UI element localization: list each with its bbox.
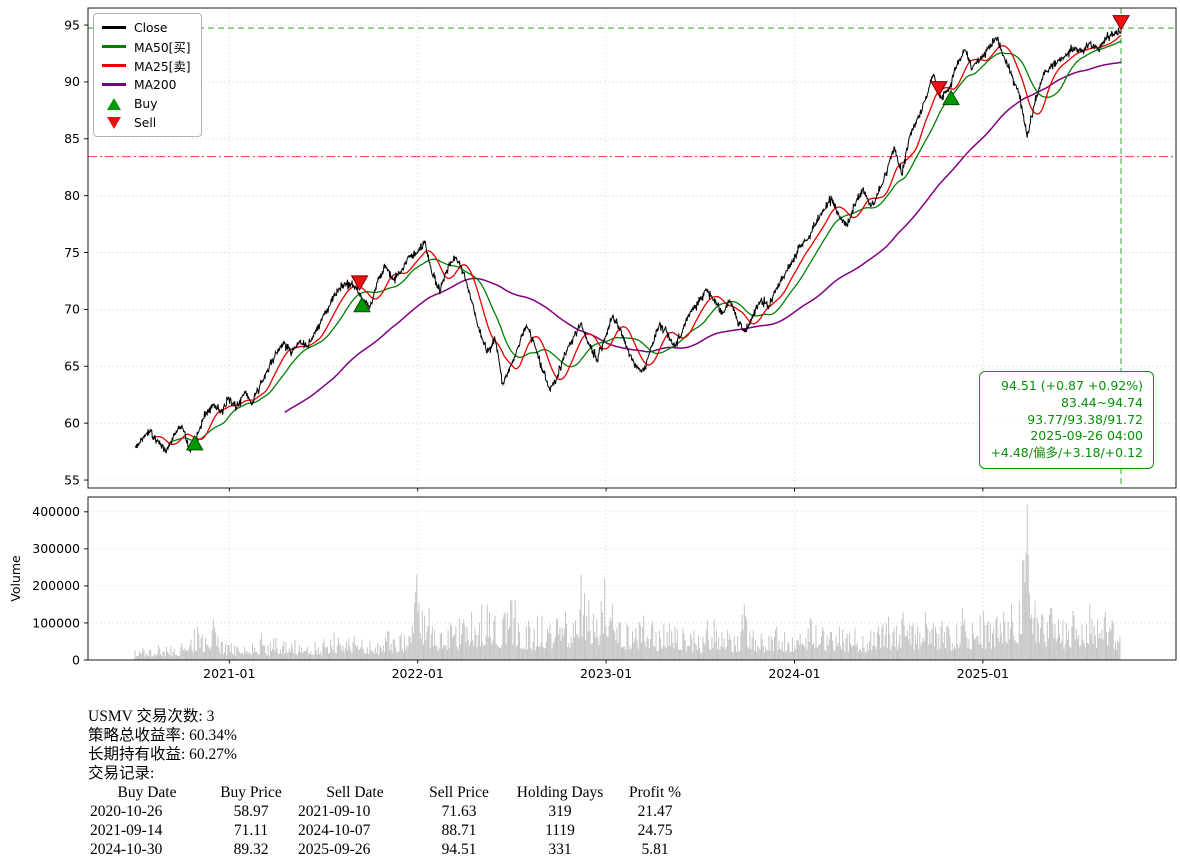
ma25-line-swatch bbox=[102, 64, 126, 67]
legend-label: MA25[卖] bbox=[134, 59, 191, 74]
trade-row: 2024-10-30 89.32 2025-09-26 94.51 331 5.… bbox=[88, 840, 694, 859]
cell-buy-date: 2020-10-26 bbox=[90, 803, 163, 820]
buy-triangle-icon bbox=[107, 97, 121, 110]
legend-item-ma25: MA25[卖] bbox=[102, 58, 191, 74]
cell-sell-price: 88.71 bbox=[441, 822, 477, 839]
close-line-swatch bbox=[102, 26, 126, 29]
annotation-ma-values: 93.77/93.38/91.72 bbox=[1027, 411, 1143, 427]
legend-item-ma50: MA50[买] bbox=[102, 39, 191, 55]
cell-sell-date: 2021-09-10 bbox=[298, 803, 371, 820]
trade-row: 2020-10-26 58.97 2021-09-10 71.63 319 21… bbox=[88, 802, 694, 821]
svg-text:90: 90 bbox=[64, 74, 80, 89]
legend-label: Buy bbox=[134, 96, 158, 111]
cell-buy-date: 2024-10-30 bbox=[90, 841, 163, 858]
trade-table-header: Buy Date Buy Price Sell Date Sell Price … bbox=[88, 783, 694, 802]
annotation-range: 83.44~94.74 bbox=[1060, 394, 1143, 410]
legend-label: MA200 bbox=[134, 77, 177, 92]
annotation-last-price: 94.51 (+0.87 +0.92%) bbox=[1001, 378, 1143, 393]
cell-sell-date: 2024-10-07 bbox=[298, 822, 371, 839]
annotation-datetime: 2025-09-26 04:00 bbox=[1030, 428, 1143, 444]
legend-item-buy: Buy bbox=[102, 96, 191, 111]
summary-line-hold-return: 长期持有收益: 60.27% bbox=[88, 746, 237, 763]
svg-text:60: 60 bbox=[64, 415, 80, 430]
price-chart-panel: 55 60 65 70 75 80 85 90 95 Close MA50[买] MA25[卖]… bbox=[64, 7, 1177, 492]
col-sell-date: Sell Date bbox=[326, 784, 384, 801]
cell-sell-date: 2025-09-26 bbox=[298, 841, 371, 858]
cell-holding-days: 331 bbox=[548, 841, 572, 858]
svg-text:80: 80 bbox=[64, 188, 80, 203]
svg-text:Volume: Volume bbox=[8, 555, 23, 602]
svg-text:2024-01: 2024-01 bbox=[768, 666, 820, 681]
legend-label: MA50[买] bbox=[134, 40, 191, 55]
legend-item-sell: Sell bbox=[102, 115, 191, 130]
sell-triangle-icon bbox=[107, 116, 121, 129]
cell-sell-price: 94.51 bbox=[441, 841, 477, 858]
svg-text:2025-01: 2025-01 bbox=[957, 666, 1009, 681]
col-buy-price: Buy Price bbox=[220, 784, 282, 801]
cell-holding-days: 1119 bbox=[545, 822, 575, 839]
price-chart: 55 60 65 70 75 80 85 90 95 bbox=[64, 7, 1177, 492]
ma200-line-swatch bbox=[102, 83, 126, 86]
svg-text:2021-01: 2021-01 bbox=[203, 666, 255, 681]
price-annotation-box: 94.51 (+0.87 +0.92%) 83.44~94.74 93.77/9… bbox=[979, 371, 1154, 469]
svg-text:400000: 400000 bbox=[32, 504, 80, 519]
annotation-signal: +4.48/偏多/+3.18/+0.12 bbox=[990, 445, 1143, 461]
chart-legend: Close MA50[买] MA25[卖] MA200 Buy Sell bbox=[93, 13, 202, 137]
svg-text:300000: 300000 bbox=[32, 541, 80, 556]
svg-text:70: 70 bbox=[64, 302, 80, 317]
svg-text:100000: 100000 bbox=[32, 615, 80, 630]
cell-profit: 21.47 bbox=[637, 803, 673, 820]
cell-sell-price: 71.63 bbox=[441, 803, 477, 820]
cell-profit: 24.75 bbox=[637, 822, 673, 839]
col-profit: Profit % bbox=[628, 784, 682, 801]
col-buy-date: Buy Date bbox=[117, 784, 177, 801]
svg-text:75: 75 bbox=[64, 245, 80, 260]
strategy-summary: USMV 交易次数: 3 策略总收益率: 60.34% 长期持有收益: 60.2… bbox=[88, 707, 1180, 859]
cell-profit: 5.81 bbox=[641, 841, 669, 858]
cell-buy-price: 89.32 bbox=[233, 841, 269, 858]
svg-text:0: 0 bbox=[72, 652, 80, 667]
legend-item-ma200: MA200 bbox=[102, 77, 191, 92]
cell-buy-price: 58.97 bbox=[233, 803, 269, 820]
svg-text:85: 85 bbox=[64, 131, 80, 146]
col-sell-price: Sell Price bbox=[429, 784, 489, 801]
svg-text:2022-01: 2022-01 bbox=[392, 666, 444, 681]
legend-label: Sell bbox=[134, 115, 157, 130]
cell-buy-price: 71.11 bbox=[233, 822, 269, 839]
summary-line-strategy-return: 策略总收益率: 60.34% bbox=[88, 727, 237, 744]
cell-holding-days: 319 bbox=[548, 803, 572, 820]
svg-text:55: 55 bbox=[64, 472, 80, 487]
ma50-line-swatch bbox=[102, 45, 126, 48]
summary-line-records-label: 交易记录: bbox=[88, 765, 155, 782]
svg-text:65: 65 bbox=[64, 359, 80, 374]
col-holding-days: Holding Days bbox=[516, 784, 604, 801]
cell-buy-date: 2021-09-14 bbox=[90, 822, 163, 839]
svg-text:2023-01: 2023-01 bbox=[580, 666, 632, 681]
summary-line-trade-count: USMV 交易次数: 3 bbox=[88, 708, 215, 725]
legend-item-close: Close bbox=[102, 20, 191, 35]
svg-text:95: 95 bbox=[64, 17, 80, 32]
legend-label: Close bbox=[134, 20, 168, 35]
volume-chart: 0 100000 200000 300000 400000 2021-01 2022-01 2… bbox=[8, 496, 1177, 681]
svg-text:200000: 200000 bbox=[32, 578, 80, 593]
trade-table: Buy Date Buy Price Sell Date Sell Price … bbox=[88, 783, 694, 859]
trade-row: 2021-09-14 71.11 2024-10-07 88.71 1119 2… bbox=[88, 821, 694, 840]
